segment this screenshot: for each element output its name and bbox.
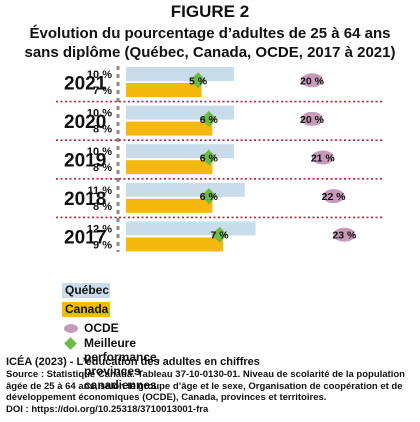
legend-swatch-quebec: Québec xyxy=(62,283,110,298)
chart-title-line-1: Évolution du pourcentage d’adultes de 25… xyxy=(29,25,391,42)
bar-canada xyxy=(126,83,202,97)
bar-canada xyxy=(126,160,213,175)
legend-swatch-canada: Canada xyxy=(62,302,110,317)
source-title: ICÉA (2023) - L’éducation des adultes en… xyxy=(6,356,260,368)
chart-title: Évolution du pourcentage d’adultes de 25… xyxy=(0,24,420,62)
legend-marker-ocde xyxy=(64,324,78,333)
bar-quebec xyxy=(126,221,256,236)
figure-label: FIGURE 2 xyxy=(170,2,250,21)
label-canada: 7 % xyxy=(93,85,112,97)
label-best: 6 % xyxy=(200,191,219,203)
year-label: 2019 xyxy=(64,151,106,172)
label-ocde: 21 % xyxy=(311,153,336,165)
label-ocde: 20 % xyxy=(300,75,325,87)
year-label: 2020 xyxy=(64,112,106,133)
marker-best xyxy=(190,72,206,89)
label-ocde: 20 % xyxy=(300,114,325,126)
label-ocde: 22 % xyxy=(322,191,347,203)
marker-best xyxy=(200,110,217,127)
chart-title-line-2: sans diplôme (Québec, Canada, OCDE, 2017… xyxy=(24,44,396,61)
marker-ocde xyxy=(333,227,356,242)
source-line-3: développement économiques (OCDE), Canada… xyxy=(6,392,327,403)
year-label: 2017 xyxy=(64,228,106,249)
label-quebec: 10 % xyxy=(87,108,112,120)
source-line-1: Source : Statistique Canada. Tableau 37-… xyxy=(6,369,405,380)
label-quebec: 10 % xyxy=(87,146,112,158)
bar-quebec xyxy=(126,67,234,81)
marker-ocde xyxy=(322,189,345,204)
bar-canada xyxy=(126,237,224,252)
marker-ocde xyxy=(301,73,323,88)
year-label: 2021 xyxy=(64,73,107,94)
label-canada: 8 % xyxy=(93,201,112,213)
year-label: 2018 xyxy=(64,189,106,210)
label-ocde: 23 % xyxy=(332,230,357,242)
label-canada: 9 % xyxy=(93,239,112,251)
marker-best xyxy=(200,188,217,205)
marker-ocde xyxy=(311,150,334,165)
label-best: 7 % xyxy=(211,230,230,242)
legend-label-ocde: OCDE xyxy=(84,321,119,335)
label-quebec: 12 % xyxy=(87,223,112,235)
marker-best xyxy=(200,149,217,166)
legend-label-best: Meilleure performance, provinces canadie… xyxy=(84,336,161,392)
source-line-2: âgée de 25 à 64 ans, selon le groupe d’â… xyxy=(6,380,403,392)
label-canada: 8 % xyxy=(93,162,112,174)
label-quebec: 11 % xyxy=(88,185,113,197)
marker-best xyxy=(211,226,228,243)
bar-canada xyxy=(126,121,213,136)
source-note: ICÉA (2023) - L’éducation des adultes en… xyxy=(6,356,416,415)
label-best: 6 % xyxy=(200,114,219,126)
marker-ocde xyxy=(301,111,323,126)
label-canada: 8 % xyxy=(93,124,112,136)
label-best: 5 % xyxy=(189,75,208,87)
bar-canada xyxy=(126,198,213,213)
source-doi: DOI : https://doi.org/10.25318/371001300… xyxy=(6,403,209,415)
bar-quebec xyxy=(126,182,245,197)
label-best: 6 % xyxy=(200,153,219,165)
label-quebec: 10 % xyxy=(87,69,112,81)
